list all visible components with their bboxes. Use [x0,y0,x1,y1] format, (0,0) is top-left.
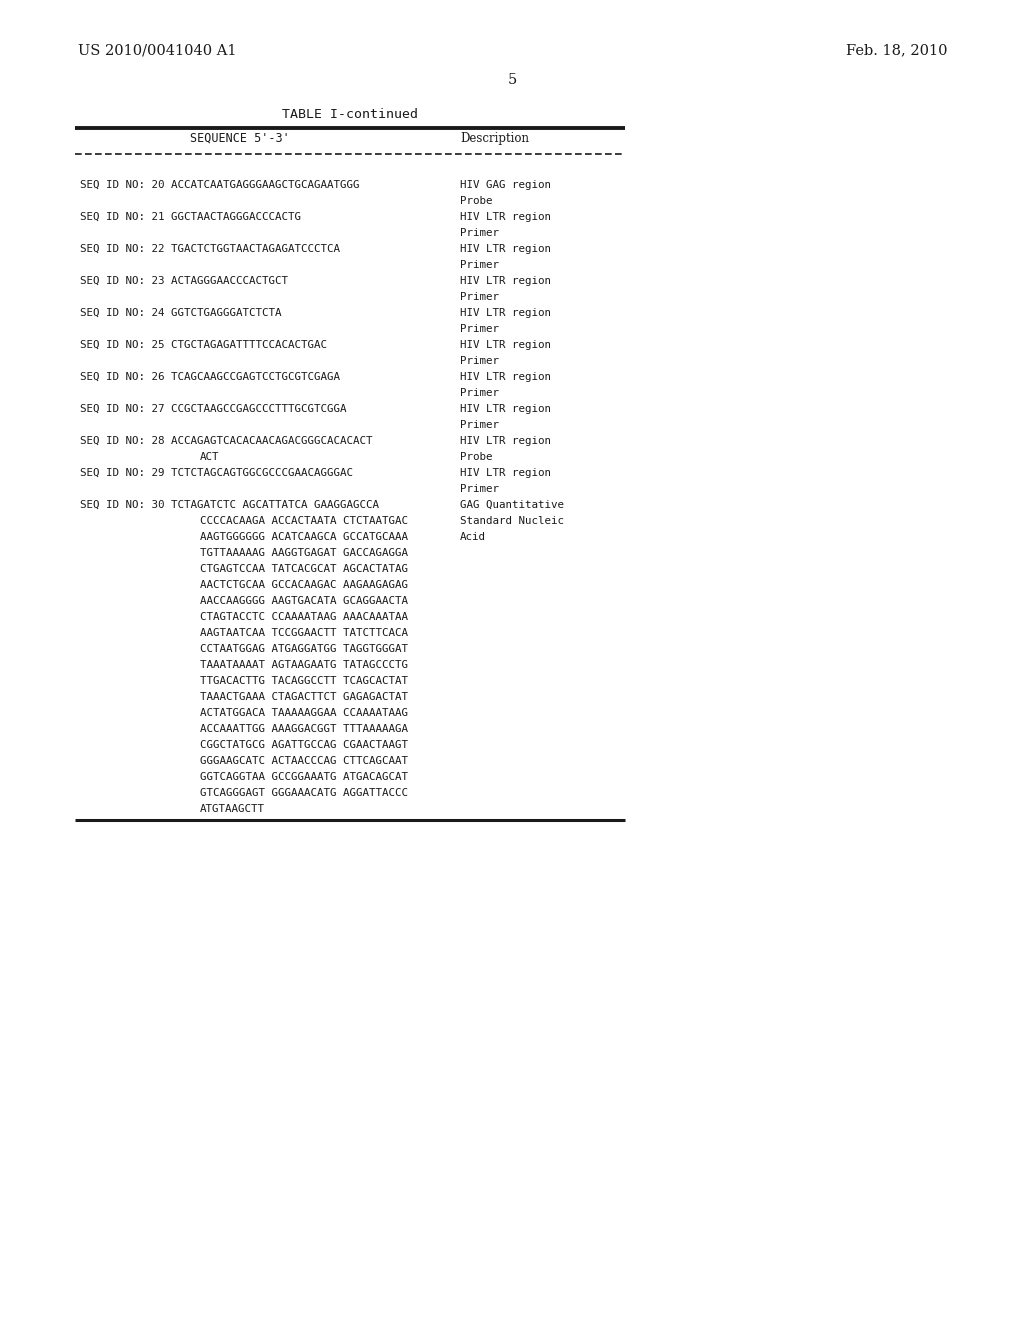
Text: Primer: Primer [460,323,499,334]
Text: Primer: Primer [460,260,499,271]
Text: Probe: Probe [460,195,493,206]
Text: SEQ ID NO: 20 ACCATCAATGAGGGAAGCTGCAGAATGGG: SEQ ID NO: 20 ACCATCAATGAGGGAAGCTGCAGAAT… [80,180,359,190]
Text: AAGTGGGGGG ACATCAAGCA GCCATGCAAA: AAGTGGGGGG ACATCAAGCA GCCATGCAAA [200,532,408,543]
Text: HIV LTR region: HIV LTR region [460,308,551,318]
Text: Acid: Acid [460,532,486,543]
Text: AAGTAATCAA TCCGGAACTT TATCTTCACA: AAGTAATCAA TCCGGAACTT TATCTTCACA [200,628,408,638]
Text: SEQ ID NO: 27 CCGCTAAGCCGAGCCCTTTGCGTCGGA: SEQ ID NO: 27 CCGCTAAGCCGAGCCCTTTGCGTCGG… [80,404,346,414]
Text: SEQ ID NO: 30 TCTAGATCTC AGCATTATCA GAAGGAGCCA: SEQ ID NO: 30 TCTAGATCTC AGCATTATCA GAAG… [80,500,379,510]
Text: SEQ ID NO: 29 TCTCTAGCAGTGGCGCCCGAACAGGGAC: SEQ ID NO: 29 TCTCTAGCAGTGGCGCCCGAACAGGG… [80,469,353,478]
Text: HIV LTR region: HIV LTR region [460,213,551,222]
Text: CGGCTATGCG AGATTGCCAG CGAACTAAGT: CGGCTATGCG AGATTGCCAG CGAACTAAGT [200,741,408,750]
Text: TTGACACTTG TACAGGCCTT TCAGCACTAT: TTGACACTTG TACAGGCCTT TCAGCACTAT [200,676,408,686]
Text: TAAACTGAAA CTAGACTTCT GAGAGACTAT: TAAACTGAAA CTAGACTTCT GAGAGACTAT [200,692,408,702]
Text: HIV LTR region: HIV LTR region [460,404,551,414]
Text: AACTCTGCAA GCCACAAGAC AAGAAGAGAG: AACTCTGCAA GCCACAAGAC AAGAAGAGAG [200,579,408,590]
Text: HIV LTR region: HIV LTR region [460,341,551,350]
Text: SEQ ID NO: 25 CTGCTAGAGATTTTCCACACTGAC: SEQ ID NO: 25 CTGCTAGAGATTTTCCACACTGAC [80,341,327,350]
Text: CCCCACAAGA ACCACTAATA CTCTAATGAC: CCCCACAAGA ACCACTAATA CTCTAATGAC [200,516,408,525]
Text: GGGAAGCATC ACTAACCCAG CTTCAGCAAT: GGGAAGCATC ACTAACCCAG CTTCAGCAAT [200,756,408,766]
Text: HIV LTR region: HIV LTR region [460,244,551,253]
Text: SEQ ID NO: 23 ACTAGGGAACCCACTGCT: SEQ ID NO: 23 ACTAGGGAACCCACTGCT [80,276,288,286]
Text: SEQUENCE 5'-3': SEQUENCE 5'-3' [190,132,290,145]
Text: Description: Description [460,132,529,145]
Text: HIV GAG region: HIV GAG region [460,180,551,190]
Text: SEQ ID NO: 22 TGACTCTGGTAACTAGAGATCCCTCA: SEQ ID NO: 22 TGACTCTGGTAACTAGAGATCCCTCA [80,244,340,253]
Text: CTGAGTCCAA TATCACGCAT AGCACTATAG: CTGAGTCCAA TATCACGCAT AGCACTATAG [200,564,408,574]
Text: Probe: Probe [460,451,493,462]
Text: CCTAATGGAG ATGAGGATGG TAGGTGGGAT: CCTAATGGAG ATGAGGATGG TAGGTGGGAT [200,644,408,653]
Text: HIV LTR region: HIV LTR region [460,436,551,446]
Text: Standard Nucleic: Standard Nucleic [460,516,564,525]
Text: US 2010/0041040 A1: US 2010/0041040 A1 [78,44,237,57]
Text: GGTCAGGTAA GCCGGAAATG ATGACAGCAT: GGTCAGGTAA GCCGGAAATG ATGACAGCAT [200,772,408,781]
Text: ACTATGGACA TAAAAAGGAA CCAAAATAAG: ACTATGGACA TAAAAAGGAA CCAAAATAAG [200,708,408,718]
Text: HIV LTR region: HIV LTR region [460,469,551,478]
Text: Primer: Primer [460,388,499,399]
Text: Primer: Primer [460,292,499,302]
Text: HIV LTR region: HIV LTR region [460,372,551,381]
Text: HIV LTR region: HIV LTR region [460,276,551,286]
Text: AACCAAGGGG AAGTGACATA GCAGGAACTA: AACCAAGGGG AAGTGACATA GCAGGAACTA [200,597,408,606]
Text: ACCAAATTGG AAAGGACGGT TTTAAAAAGA: ACCAAATTGG AAAGGACGGT TTTAAAAAGA [200,723,408,734]
Text: CTAGTACCTC CCAAAATAAG AAACAAATAA: CTAGTACCTC CCAAAATAAG AAACAAATAA [200,612,408,622]
Text: SEQ ID NO: 26 TCAGCAAGCCGAGTCCTGCGTCGAGA: SEQ ID NO: 26 TCAGCAAGCCGAGTCCTGCGTCGAGA [80,372,340,381]
Text: TABLE I-continued: TABLE I-continued [282,108,418,121]
Text: Primer: Primer [460,484,499,494]
Text: SEQ ID NO: 21 GGCTAACTAGGGACCCACTG: SEQ ID NO: 21 GGCTAACTAGGGACCCACTG [80,213,301,222]
Text: Primer: Primer [460,356,499,366]
Text: SEQ ID NO: 24 GGTCTGAGGGATCTCTA: SEQ ID NO: 24 GGTCTGAGGGATCTCTA [80,308,282,318]
Text: SEQ ID NO: 28 ACCAGAGTCACACAACAGACGGGCACACACT: SEQ ID NO: 28 ACCAGAGTCACACAACAGACGGGCAC… [80,436,373,446]
Text: GTCAGGGAGT GGGAAACATG AGGATTACCC: GTCAGGGAGT GGGAAACATG AGGATTACCC [200,788,408,799]
Text: ACT: ACT [200,451,219,462]
Text: ATGTAAGCTT: ATGTAAGCTT [200,804,265,814]
Text: Primer: Primer [460,228,499,238]
Text: TGTTAAAAAG AAGGTGAGAT GACCAGAGGA: TGTTAAAAAG AAGGTGAGAT GACCAGAGGA [200,548,408,558]
Text: GAG Quantitative: GAG Quantitative [460,500,564,510]
Text: 5: 5 [507,73,517,87]
Text: Primer: Primer [460,420,499,430]
Text: Feb. 18, 2010: Feb. 18, 2010 [847,44,948,57]
Text: TAAATAAAAT AGTAAGAATG TATAGCCCTG: TAAATAAAAT AGTAAGAATG TATAGCCCTG [200,660,408,671]
